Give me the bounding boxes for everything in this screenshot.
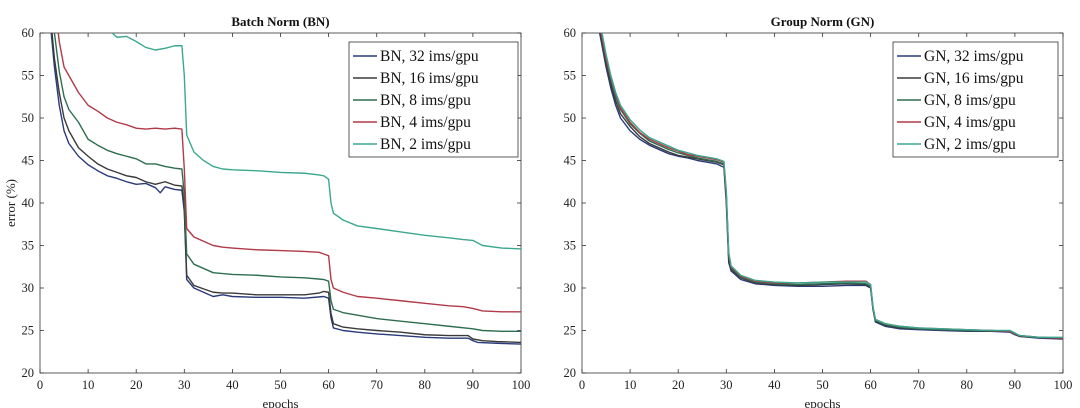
y-tick-label: 20 <box>564 366 577 380</box>
series-line-4 <box>111 33 521 250</box>
x-tick-label: 90 <box>467 378 480 392</box>
y-tick-label: 25 <box>22 324 35 338</box>
y-tick-label: 40 <box>564 196 577 210</box>
group-norm-panel: 0 10 20 30 40 50 60 70 80 90 100 20 25 30 35 40 45 50 55 60… <box>564 14 1073 408</box>
series-lines <box>598 33 1063 340</box>
x-tick-label: 10 <box>624 378 637 392</box>
series-lines <box>50 33 521 345</box>
x-tick-label: 50 <box>816 378 829 392</box>
legend-box <box>348 41 519 158</box>
series-line-2 <box>53 33 521 333</box>
legend-label-1: BN, 16 ims/gpu <box>380 70 479 87</box>
x-tick-label: 40 <box>226 378 239 392</box>
x-tick-label: 0 <box>37 378 43 392</box>
chart-title: Batch Norm (BN) <box>231 14 329 29</box>
series-line-2 <box>600 33 1063 339</box>
y-tick-label: 30 <box>564 281 577 295</box>
chart-title: Group Norm (GN) <box>771 14 875 29</box>
series-line-0 <box>598 33 1063 340</box>
legend: BN, 32 ims/gpu BN, 16 ims/gpu BN, 8 ims/gp… <box>348 41 519 158</box>
y-tick-label: 35 <box>22 239 35 253</box>
y-tick-label: 60 <box>22 26 35 40</box>
legend-label-2: BN, 8 ims/gpu <box>380 92 471 109</box>
x-tick-label: 50 <box>274 378 287 392</box>
legend-label-1: GN, 16 ims/gpu <box>924 70 1024 87</box>
x-tick-label: 100 <box>1054 378 1073 392</box>
x-tick-label: 30 <box>720 378 733 392</box>
legend-label-4: BN, 2 ims/gpu <box>380 136 471 153</box>
x-tick-label: 70 <box>912 378 925 392</box>
legend-label-2: GN, 8 ims/gpu <box>924 92 1016 109</box>
y-tick-label: 45 <box>564 154 577 168</box>
x-tick-label: 20 <box>672 378 685 392</box>
y-tick-label: 60 <box>564 26 577 40</box>
series-line-4 <box>601 33 1063 338</box>
y-tick-label: 20 <box>22 366 35 380</box>
x-tick-label: 40 <box>768 378 781 392</box>
x-tick-label: 10 <box>82 378 95 392</box>
y-tick-label: 50 <box>22 111 35 125</box>
series-line-1 <box>51 33 521 344</box>
x-tick-label: 80 <box>961 378 974 392</box>
legend-label-3: GN, 4 ims/gpu <box>924 114 1016 131</box>
x-tick-label: 70 <box>370 378 383 392</box>
y-tick-label: 35 <box>564 239 577 253</box>
y-tick-label: 45 <box>22 154 35 168</box>
legend-label-4: GN, 2 ims/gpu <box>924 136 1016 153</box>
legend-label-0: GN, 32 ims/gpu <box>924 48 1024 65</box>
y-tick-label: 50 <box>564 111 577 125</box>
x-tick-label: 0 <box>579 378 585 392</box>
series-line-3 <box>57 33 521 313</box>
x-tick-label: 30 <box>178 378 191 392</box>
x-axis-label: epochs <box>804 396 840 408</box>
x-tick-label: 90 <box>1009 378 1022 392</box>
legend: GN, 32 ims/gpu GN, 16 ims/gpu GN, 8 ims/gp… <box>892 41 1059 158</box>
legend-label-3: BN, 4 ims/gpu <box>380 114 471 131</box>
legend-label-0: BN, 32 ims/gpu <box>380 48 479 65</box>
x-tick-label: 80 <box>419 378 432 392</box>
y-tick-label: 55 <box>22 69 35 83</box>
series-line-0 <box>50 33 521 345</box>
x-tick-label: 60 <box>864 378 877 392</box>
x-tick-label: 60 <box>322 378 335 392</box>
y-tick-label: 40 <box>22 196 35 210</box>
y-tick-label: 25 <box>564 324 577 338</box>
x-tick-label: 20 <box>130 378 143 392</box>
y-tick-label: 30 <box>22 281 35 295</box>
batch-norm-panel: 0 10 20 30 40 50 60 70 80 90 100 20 25 30 35 40 45 50 55 60… <box>3 14 531 408</box>
y-tick-label: 55 <box>564 69 577 83</box>
x-axis-label: epochs <box>262 396 298 408</box>
x-tick-label: 100 <box>512 378 531 392</box>
y-axis-label: error (%) <box>3 179 18 227</box>
